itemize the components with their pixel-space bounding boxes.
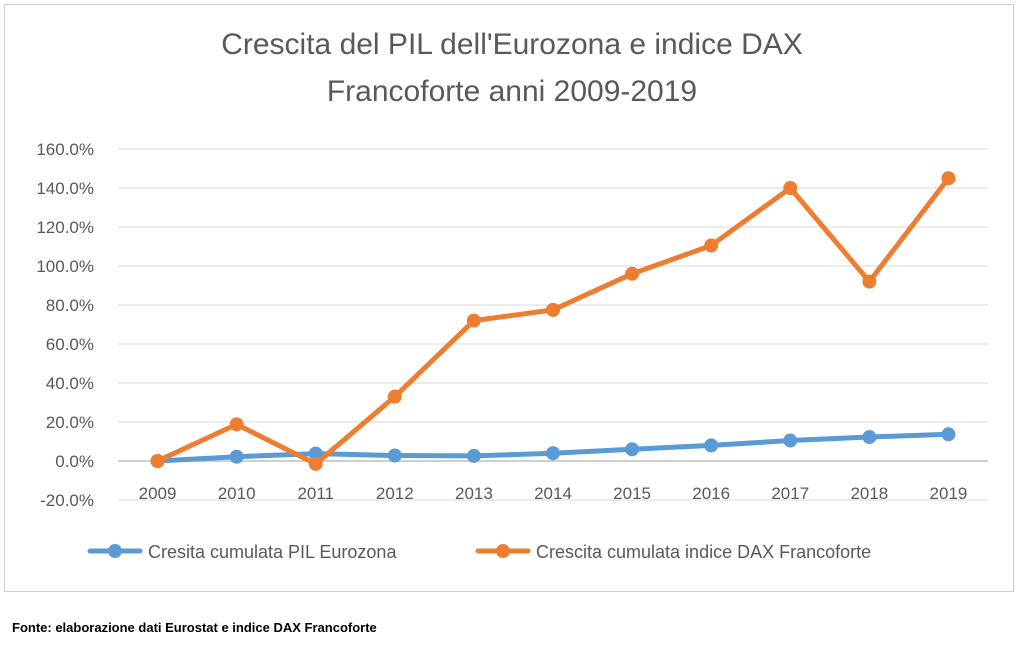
data-point [466, 313, 481, 328]
data-point [862, 430, 877, 445]
data-point [387, 448, 402, 463]
data-point [625, 442, 640, 457]
data-point [546, 302, 560, 317]
data-point [150, 454, 165, 468]
data-point [546, 446, 560, 461]
data-point [229, 417, 244, 432]
gridlines [118, 148, 988, 501]
y-tick-label: 60.0% [46, 335, 94, 354]
x-tick-label: 2010 [218, 484, 256, 503]
y-axis-tick-labels: -20.0% 0.0% 20.0% 40.0% 60.0% 80.0% 100.0% 120.… [36, 140, 94, 510]
series-line-2 [155, 175, 951, 467]
legend-marker-1 [108, 544, 122, 558]
legend: Cresita cumulata PIL Eurozona Crescita cu… [87, 542, 871, 562]
data-point [941, 171, 956, 186]
chart-frame [4, 4, 1014, 592]
x-tick-label: 2017 [771, 484, 809, 503]
x-tick-label: 2019 [930, 484, 968, 503]
y-tick-label: 0.0% [55, 452, 94, 471]
x-tick-label: 2014 [534, 484, 572, 503]
source-note: Fonte: elaborazione dati Eurostat e indi… [12, 620, 377, 635]
data-point [704, 438, 719, 453]
x-tick-label: 2009 [139, 484, 177, 503]
data-point [387, 389, 402, 404]
data-point [941, 427, 956, 442]
data-point [783, 181, 798, 195]
data-point [308, 456, 323, 471]
x-tick-label: 2018 [850, 484, 888, 503]
y-tick-label: 20.0% [46, 413, 94, 432]
chart-title-line-2: Francoforte anni 2009-2019 [326, 75, 698, 108]
y-tick-label: 100.0% [36, 257, 94, 276]
x-tick-label: 2013 [455, 484, 493, 503]
legend-label-2: Crescita cumulata indice DAX Francoforte [536, 542, 871, 562]
x-tick-label: 2012 [376, 484, 414, 503]
data-point [704, 238, 719, 253]
data-point [625, 266, 640, 281]
x-tick-label: 2016 [692, 484, 730, 503]
y-tick-label: -20.0% [40, 491, 94, 510]
data-point [466, 448, 481, 463]
x-tick-label: 2015 [613, 484, 651, 503]
series-lines [150, 171, 956, 471]
y-tick-label: 80.0% [46, 296, 94, 315]
data-point [308, 446, 323, 461]
data-point [229, 449, 244, 464]
chart-title-line-1: Crescita del PIL dell'Eurozona e indice … [221, 28, 803, 61]
x-tick-label: 2011 [297, 484, 334, 503]
y-tick-label: 160.0% [36, 140, 94, 159]
y-tick-label: 140.0% [36, 179, 94, 198]
x-axis-tick-labels: 2009 2010 2011 2012 2013 2014 2015 2016 2017 2018… [139, 484, 968, 503]
legend-label-1: Cresita cumulata PIL Eurozona [148, 542, 397, 562]
y-tick-label: 120.0% [36, 218, 94, 237]
line-chart: -20.0% 0.0% 20.0% 40.0% 60.0% 80.0% 100.0% 120.… [36, 140, 988, 562]
y-tick-label: 40.0% [46, 374, 94, 393]
legend-marker-2 [496, 544, 510, 558]
data-point [862, 274, 877, 289]
data-point [783, 433, 798, 448]
